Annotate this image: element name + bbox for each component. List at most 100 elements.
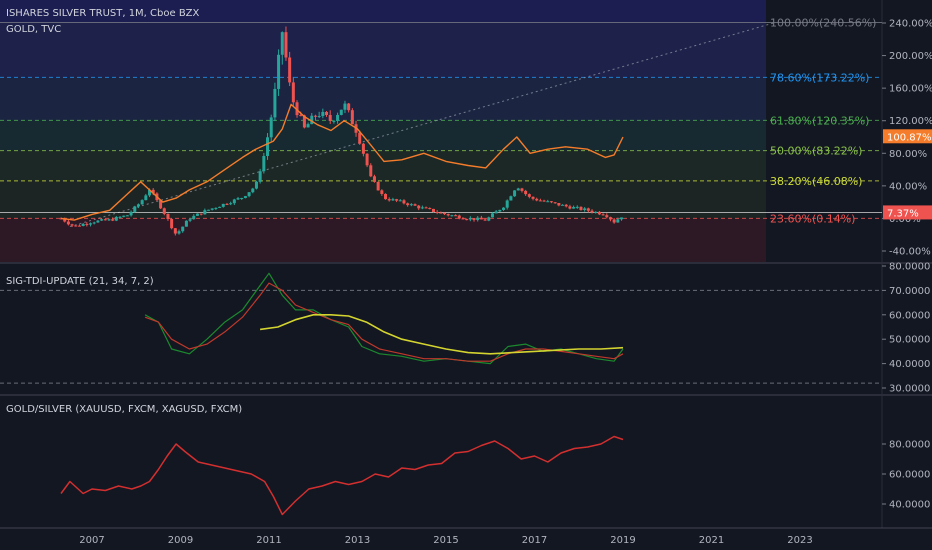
x-tick-label: 2017 [522,535,547,546]
ratio-y-tick-label: 40.0000 [889,500,930,511]
candle-body [601,214,605,216]
ratio-indicator-title[interactable]: GOLD/SILVER (XAUUSD, FXCM, XAGUSD, FXCM) [6,404,243,415]
candle-body [542,200,546,202]
candle-body [391,199,395,201]
candle-body [586,208,590,211]
fib-label: 100.00%(240.56%) [770,17,876,30]
candle-body [92,222,96,224]
candle-body [490,213,494,218]
candle-body [350,110,354,125]
candle-body [291,82,295,103]
candle-body [446,214,450,216]
candle-body [100,219,104,221]
candle-body [365,153,369,166]
candle-body [420,207,424,209]
series-lines [60,103,624,516]
candle-body [343,103,347,110]
candle-body [454,215,458,217]
candle-body [483,219,487,221]
candle-body [612,219,616,223]
candle-body [494,211,498,214]
candle-body [597,211,601,215]
candle-body [214,207,218,209]
gold-silver-ratio-line [60,435,624,516]
candle-body [111,219,115,221]
candle-body [81,223,85,227]
tdi-slow-line [144,282,624,362]
fib-band [0,218,766,262]
candle-body [564,204,568,207]
candle-body [413,204,417,206]
y-tick-label: 80.00% [889,149,927,160]
candle-body [221,203,225,207]
candle-body [232,199,236,204]
compare-symbol-label[interactable]: GOLD, TVC [6,24,62,35]
ratio-y-tick-label: 80.0000 [889,440,930,451]
candle-body [299,115,303,117]
candle-body [431,208,435,212]
candle-body [524,190,528,195]
x-tick-label: 2009 [168,535,193,546]
candle-body [546,201,550,203]
candle-body [236,198,240,200]
candle-body [203,210,207,215]
candle-body [402,200,406,204]
fib-bands [0,0,766,262]
candle-body [513,190,517,197]
candle-body [487,217,491,221]
x-tick-label: 2023 [787,535,812,546]
candle-body [310,115,314,125]
candle-body [262,156,266,172]
candle-body [225,203,229,205]
candle-body [295,102,299,116]
silver-candles [59,26,624,236]
symbol-title[interactable]: ISHARES SILVER TRUST, 1M, Cboe BZX [6,8,200,19]
tdi-y-tick-label: 50.0000 [889,335,930,346]
candle-body [435,211,439,213]
candle-body [457,215,461,219]
candle-body [520,188,524,191]
candle-body [398,200,402,202]
candle-body [502,207,506,210]
candle-body [347,103,351,111]
candle-body [395,199,399,201]
fib-label: 50.00%(83.22%) [770,145,862,158]
candle-body [605,215,609,218]
candle-body [557,203,561,206]
candle-body [136,204,140,207]
candle-body [284,32,288,58]
candle-body [306,124,310,128]
candle-body [254,181,258,189]
candle-body [207,209,211,211]
candle-body [336,114,340,121]
candle-body [77,225,81,227]
fib-label: 38.20%(46.08%) [770,175,862,188]
x-tick-label: 2013 [345,535,370,546]
fib-levels: 100.00%(240.56%) 78.60%(173.22%) 61.80%(12… [0,17,882,228]
tdi-indicator-title[interactable]: SIG-TDI-UPDATE (21, 34, 7, 2) [6,276,154,287]
candle-body [579,206,583,210]
gold-line [60,103,624,221]
candle-body [516,188,520,191]
candle-body [280,32,284,55]
candle-body [251,188,255,193]
candle-body [192,215,196,220]
candle-body [229,203,233,205]
candle-body [159,200,163,209]
price-tag-label: 7.37% [887,208,919,219]
candle-body [258,171,262,182]
candle-body [417,205,421,209]
y-tick-label: 0.00% [889,214,921,225]
candle-body [498,209,502,212]
candle-body [199,213,203,215]
candle-body [372,176,376,182]
candle-body [170,219,174,229]
ratio-y-tick-label: 60.0000 [889,470,930,481]
y-tick-label: 120.00% [889,116,932,127]
candle-body [535,198,539,201]
candle-body [406,203,410,206]
candle-body [133,206,137,212]
candle-body [387,199,391,201]
candle-body [461,218,465,220]
candle-body [70,224,74,226]
